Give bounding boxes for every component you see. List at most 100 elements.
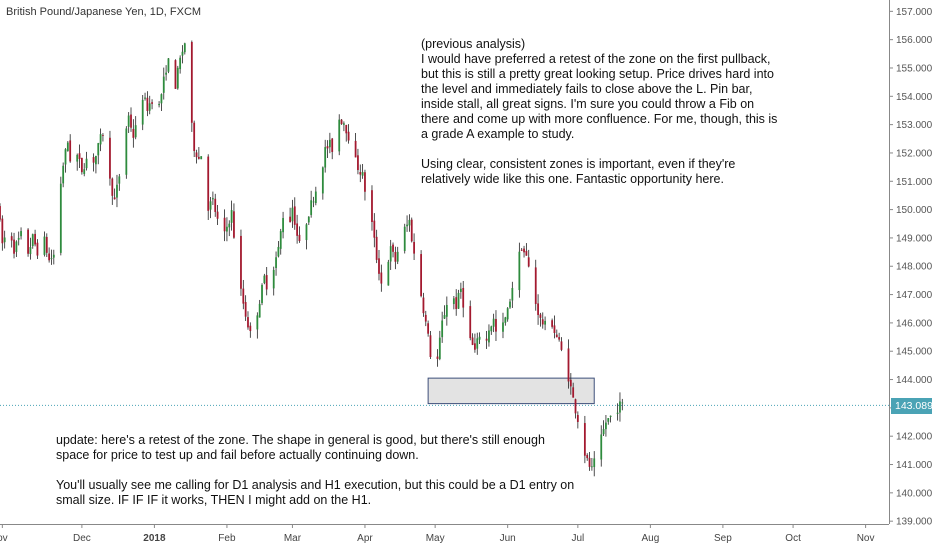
candle-body xyxy=(328,139,331,148)
candle-body xyxy=(45,236,48,253)
candle-body xyxy=(534,267,537,305)
y-tick-label: 142.000 xyxy=(896,432,932,443)
candle-body xyxy=(621,402,624,404)
candle-body xyxy=(324,147,327,168)
candle-body xyxy=(537,303,539,315)
candle-body xyxy=(590,466,593,468)
candle-body xyxy=(109,137,111,179)
candle-body xyxy=(62,165,65,184)
candle-body xyxy=(343,123,345,125)
candle-body xyxy=(616,412,619,414)
candle-body xyxy=(99,134,102,145)
candle-body xyxy=(380,272,383,284)
candle-body xyxy=(116,184,118,198)
candle-body xyxy=(162,76,165,93)
candle-body xyxy=(345,124,348,134)
candle-body xyxy=(15,241,18,252)
y-tick-label: 150.000 xyxy=(896,205,932,216)
x-tick-label: Mar xyxy=(284,533,302,544)
candle-body xyxy=(312,201,315,203)
candle-body xyxy=(200,156,203,160)
chart-symbol-title: British Pound/Japanese Yen, 1D, FXCM xyxy=(6,6,202,18)
y-tick-label: 141.000 xyxy=(896,460,932,471)
y-tick-label: 140.000 xyxy=(896,488,932,499)
x-tick-label: May xyxy=(426,533,445,544)
candle-body xyxy=(593,458,596,468)
candle-body xyxy=(50,258,53,259)
candle-body xyxy=(504,317,507,323)
candle-body xyxy=(441,320,444,338)
candle-body xyxy=(97,143,100,156)
candle-body xyxy=(520,249,523,251)
candle-body xyxy=(36,242,39,256)
candle-body xyxy=(443,315,446,319)
candle-body xyxy=(576,414,579,422)
candle-body xyxy=(478,336,481,340)
candle-body xyxy=(272,269,275,289)
candle-body xyxy=(258,303,261,318)
candle-body xyxy=(474,343,476,350)
candle-body xyxy=(1,218,4,244)
candle-body xyxy=(410,219,413,242)
candle-body xyxy=(59,183,62,253)
candle-body xyxy=(420,254,423,297)
candle-body xyxy=(127,115,130,127)
candle-body xyxy=(83,169,86,174)
candle-body xyxy=(85,158,88,169)
candle-body xyxy=(445,304,448,317)
candle-body xyxy=(256,315,259,330)
candle-body xyxy=(509,301,511,308)
candle-body xyxy=(207,156,210,211)
candle-body xyxy=(209,201,212,210)
candle-body xyxy=(160,94,163,104)
candlestick-series xyxy=(0,40,624,477)
x-axis: ov Dec 2018 Feb Mar Apr May Jun Jul Aug Sep Oct Nov xyxy=(0,524,889,544)
candle-body xyxy=(476,338,479,349)
candle-body xyxy=(569,379,572,387)
candle-body xyxy=(539,314,542,318)
candle-body xyxy=(378,258,380,274)
candle-body xyxy=(406,224,408,227)
candle-body xyxy=(523,248,525,253)
supply-demand-zone xyxy=(427,377,595,405)
candle-body xyxy=(485,338,488,341)
candle-body xyxy=(490,326,493,332)
candle-body xyxy=(95,155,97,165)
candle-body xyxy=(558,337,561,340)
candle-body xyxy=(242,288,245,304)
candle-body xyxy=(436,356,439,359)
candle-body xyxy=(132,128,135,138)
candle-body xyxy=(574,399,577,414)
candle-body xyxy=(158,104,160,106)
candle-body xyxy=(403,226,406,251)
x-tick-label: Jun xyxy=(500,533,516,544)
y-tick-label: 152.000 xyxy=(896,148,932,159)
candle-body xyxy=(125,128,128,175)
candle-body xyxy=(176,67,179,89)
candle-body xyxy=(13,239,15,254)
x-tick-label: Dec xyxy=(73,533,91,544)
candle-body xyxy=(347,131,350,141)
candle-body xyxy=(364,172,366,192)
candle-body xyxy=(560,341,563,350)
candle-body xyxy=(471,337,474,345)
candle-body xyxy=(424,314,427,322)
candle-body xyxy=(282,218,284,233)
candle-body xyxy=(359,172,362,175)
candle-body xyxy=(193,122,196,152)
candle-body xyxy=(392,244,394,252)
candle-body xyxy=(488,330,490,343)
candle-body xyxy=(296,223,299,236)
candle-body xyxy=(195,152,198,158)
candle-body xyxy=(179,57,182,70)
y-tick-label: 151.000 xyxy=(896,177,932,188)
candle-body xyxy=(555,334,558,338)
candle-body xyxy=(340,119,343,125)
candle-body xyxy=(572,387,575,398)
candle-body xyxy=(373,220,376,238)
candle-body xyxy=(429,335,432,357)
candle-body xyxy=(80,157,83,173)
candle-body xyxy=(144,97,146,99)
candle-body xyxy=(279,231,282,249)
